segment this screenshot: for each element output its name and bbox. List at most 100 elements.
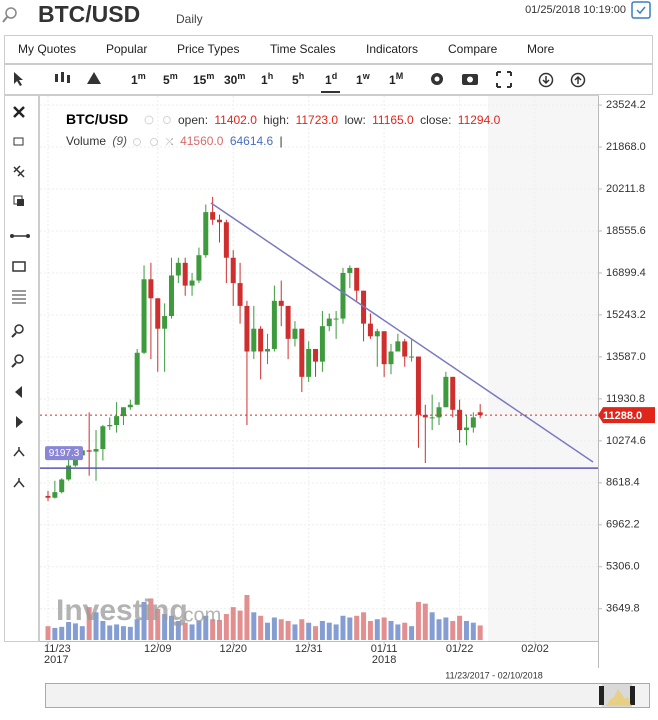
timeframe-unit: h xyxy=(268,71,274,81)
volume-bar xyxy=(72,623,78,640)
menu-item[interactable]: Compare xyxy=(448,42,498,56)
timeframe-button[interactable]: 1h xyxy=(261,71,273,87)
menu-item[interactable]: Indicators xyxy=(366,42,418,56)
candle-body xyxy=(306,348,312,377)
toolbar xyxy=(4,64,653,95)
candles-tool[interactable] xyxy=(55,72,70,83)
volume-bar xyxy=(326,622,332,640)
timeframe-button[interactable]: 1m xyxy=(131,71,146,87)
menu-bar xyxy=(4,35,653,64)
fullscreen-button[interactable] xyxy=(496,71,512,88)
interval: Daily xyxy=(176,12,203,26)
label: Volume xyxy=(66,134,106,148)
eye-icon[interactable] xyxy=(133,138,141,146)
y-tick-label: 21868.0 xyxy=(606,141,646,153)
scroll-right-tool[interactable] xyxy=(16,416,23,428)
candle-body xyxy=(326,318,332,327)
auto-scale-tool[interactable] xyxy=(13,478,25,488)
timeframe-button[interactable]: 1M xyxy=(389,71,403,87)
close-icon[interactable] xyxy=(165,137,174,146)
download-button[interactable] xyxy=(538,72,554,88)
volume-bar xyxy=(114,624,120,640)
x-year-label: 2017 xyxy=(44,654,68,666)
timeframe-unit: m xyxy=(237,71,245,81)
volume-bar xyxy=(436,619,442,640)
candle-body xyxy=(196,255,202,281)
candle-body xyxy=(72,455,78,466)
y-tick-label: 23524.2 xyxy=(606,99,646,111)
candle-body xyxy=(319,326,325,362)
search-icon[interactable] xyxy=(5,7,17,19)
label: (9) xyxy=(112,134,127,148)
settings-icon[interactable] xyxy=(150,138,158,146)
x-year-label: 2018 xyxy=(372,654,396,666)
x-tick-label: 01/11 xyxy=(371,643,398,655)
x-tick-label: 01/22 xyxy=(446,643,474,655)
eye-icon[interactable] xyxy=(144,115,154,125)
candle-body xyxy=(477,412,483,416)
candle-body xyxy=(415,356,421,415)
navigator-handle[interactable] xyxy=(630,686,635,705)
calendar-button[interactable] xyxy=(631,1,651,19)
candle-body xyxy=(168,275,174,317)
menu-item[interactable]: My Quotes xyxy=(18,42,76,56)
timeframe-button[interactable]: 30m xyxy=(224,71,245,87)
candle-body xyxy=(285,305,291,339)
navigator-range: 11/23/2017 - 02/10/2018 xyxy=(445,670,542,680)
volume-bar xyxy=(100,620,106,640)
timeframe-num: 1 xyxy=(325,73,332,87)
timeframe-button[interactable]: 1d xyxy=(325,71,337,87)
candle-body xyxy=(463,427,469,431)
menu-item[interactable]: Price Types xyxy=(177,42,239,56)
settings-icon[interactable] xyxy=(163,116,171,124)
candle-body xyxy=(100,426,106,450)
volume-bar xyxy=(120,626,126,640)
volume-bar xyxy=(45,626,51,640)
timeframe-button[interactable]: 15m xyxy=(193,71,214,87)
zoom-in-tool[interactable] xyxy=(14,324,24,334)
legend-symbol: BTC/USD xyxy=(66,111,128,127)
trend-line[interactable] xyxy=(210,202,594,463)
volume-bar xyxy=(66,622,72,640)
candle-body xyxy=(470,417,476,428)
timeframe-button[interactable]: 1w xyxy=(356,71,371,87)
y-tick-label: 10274.6 xyxy=(606,435,646,447)
value: 11165.0 xyxy=(372,113,414,127)
timeframe-unit: m xyxy=(138,71,146,81)
value: 11402.0 xyxy=(214,113,257,127)
select-tool[interactable] xyxy=(13,137,24,146)
volume-bar xyxy=(347,617,353,640)
x-tick-label: 12/20 xyxy=(219,643,247,655)
candle-body xyxy=(52,492,58,498)
timeframe-button[interactable]: 5m xyxy=(163,71,178,87)
candle-body xyxy=(354,267,360,291)
timeframe-button[interactable]: 5h xyxy=(292,71,304,87)
y-tick-label: 18555.6 xyxy=(606,225,646,237)
last-price-label: 11288.0 xyxy=(603,410,642,422)
x-tick-label: 11/23 xyxy=(44,643,71,655)
reset-tool[interactable] xyxy=(13,447,25,457)
timeframe-num: 5 xyxy=(163,73,170,87)
remove-tool[interactable] xyxy=(13,106,25,118)
menu-item[interactable]: Popular xyxy=(106,42,147,56)
candle-body xyxy=(299,328,305,377)
y-tick-label: 15243.2 xyxy=(606,309,646,321)
candle-body xyxy=(134,352,140,405)
scroll-left-tool[interactable] xyxy=(15,386,22,398)
rect-tool[interactable] xyxy=(12,261,26,272)
volume-bar xyxy=(271,617,277,640)
navigator-handle[interactable] xyxy=(599,686,604,705)
volume-bar xyxy=(134,619,140,640)
upload-button[interactable] xyxy=(570,72,586,88)
menu-item[interactable]: Time Scales xyxy=(270,42,336,56)
menu-item[interactable]: More xyxy=(527,42,555,56)
magnet-tool[interactable] xyxy=(13,165,25,178)
area-tool[interactable] xyxy=(87,72,101,84)
cursor-tool[interactable] xyxy=(14,72,23,86)
zoom-out-tool[interactable] xyxy=(14,354,24,364)
candle-body xyxy=(333,318,339,320)
fib-tool[interactable] xyxy=(12,290,26,304)
candle-body xyxy=(210,212,216,220)
navigator[interactable] xyxy=(45,683,650,708)
